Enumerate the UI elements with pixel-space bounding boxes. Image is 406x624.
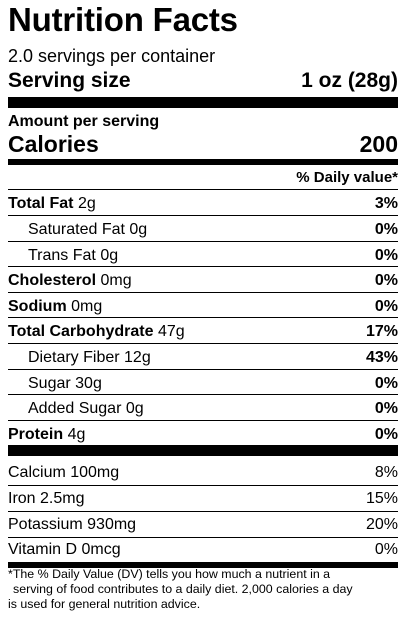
divider-line <box>8 292 398 293</box>
serving-size-value: 1 oz (28g) <box>301 69 398 92</box>
divider-line <box>8 511 398 512</box>
vitamin-name: Vitamin D 0mcg <box>8 541 121 558</box>
nutrient-row-trans-fat: Trans Fat 0g 0% <box>8 243 398 268</box>
nutrient-row-protein: Protein 4g 0% <box>8 422 398 447</box>
divider-line <box>8 485 398 486</box>
nutrient-pct: 17% <box>365 323 398 340</box>
servings-per-container: 2.0 servings per container <box>8 46 216 66</box>
nutrient-pct: 0% <box>374 400 398 417</box>
nutrient-name: Saturated Fat 0g <box>28 221 148 238</box>
footnote: *The % Daily Value (DV) tells you how mu… <box>8 567 398 612</box>
vitamin-name: Calcium 100mg <box>8 464 120 481</box>
thick-divider <box>8 445 398 456</box>
label-title: Nutrition Facts <box>8 1 238 38</box>
divider-line <box>8 241 398 242</box>
vitamin-row-vitamin-d: Vitamin D 0mcg 0% <box>8 537 398 562</box>
calories-row: Calories 200 <box>8 130 398 158</box>
vitamin-row-calcium: Calcium 100mg 8% <box>8 460 398 485</box>
nutrient-name: Dietary Fiber 12g <box>28 349 151 366</box>
serving-size-label: Serving size <box>8 69 131 92</box>
thick-divider <box>8 97 398 108</box>
calories-label: Calories <box>8 131 99 157</box>
divider-line <box>8 343 398 344</box>
daily-value-header: % Daily value* <box>296 169 398 186</box>
nutrient-name: Total Fat <box>8 195 74 212</box>
nutrient-name: Cholesterol <box>8 272 97 289</box>
nutrient-row-added-sugar: Added Sugar 0g 0% <box>8 396 398 421</box>
nutrient-row-sodium: Sodium 0mg 0% <box>8 294 398 319</box>
divider-line <box>8 420 398 421</box>
nutrient-name: Added Sugar 0g <box>28 400 144 417</box>
vitamin-pct: 8% <box>374 464 398 481</box>
nutrient-pct: 0% <box>374 298 398 315</box>
nutrient-pct: 0% <box>374 426 398 443</box>
serving-size-row: Serving size 1 oz (28g) <box>8 68 398 94</box>
nutrient-row-sugar: Sugar 30g 0% <box>8 371 398 396</box>
medium-divider <box>8 159 398 165</box>
amount-per-serving: Amount per serving <box>8 113 160 130</box>
footnote-line: serving of food contributes to a daily d… <box>13 582 353 596</box>
nutrient-amount: 0mg <box>100 272 132 289</box>
nutrient-amount: 47g <box>157 323 185 340</box>
calories-value: 200 <box>359 131 398 157</box>
nutrient-pct: 0% <box>374 272 398 289</box>
medium-divider <box>8 562 398 568</box>
nutrient-pct: 0% <box>374 375 398 392</box>
nutrient-row-cholesterol: Cholesterol 0mg 0% <box>8 268 398 293</box>
nutrient-name: Total Carbohydrate <box>8 323 154 340</box>
divider-line <box>8 369 398 370</box>
nutrition-facts-label: Nutrition Facts 2.0 servings per contain… <box>8 1 398 616</box>
vitamin-row-iron: Iron 2.5mg 15% <box>8 486 398 511</box>
divider-line <box>8 215 398 216</box>
footnote-line: *The % Daily Value (DV) tells you how mu… <box>8 567 331 581</box>
vitamin-pct: 20% <box>365 516 398 533</box>
vitamin-pct: 15% <box>365 490 398 507</box>
divider-line <box>8 537 398 538</box>
nutrient-amount: 4g <box>67 426 86 443</box>
nutrient-name: Trans Fat 0g <box>28 247 119 264</box>
footnote-line: is used for general nutrition advice. <box>8 597 201 611</box>
vitamin-row-potassium: Potassium 930mg 20% <box>8 512 398 537</box>
nutrient-amount: 0mg <box>71 298 103 315</box>
divider-line <box>8 189 398 190</box>
nutrient-row-total-fat: Total Fat 2g 3% <box>8 191 398 216</box>
nutrient-row-dietary-fiber: Dietary Fiber 12g 43% <box>8 345 398 370</box>
nutrient-row-saturated-fat: Saturated Fat 0g 0% <box>8 217 398 242</box>
nutrient-name: Sugar 30g <box>28 375 102 392</box>
vitamin-name: Potassium 930mg <box>8 516 137 533</box>
nutrient-row-total-carbohydrate: Total Carbohydrate 47g 17% <box>8 319 398 344</box>
nutrient-pct: 0% <box>374 247 398 264</box>
divider-line <box>8 394 398 395</box>
divider-line <box>8 317 398 318</box>
nutrient-name: Protein <box>8 426 64 443</box>
nutrient-pct: 0% <box>374 221 398 238</box>
nutrient-name: Sodium <box>8 298 67 315</box>
divider-line <box>8 266 398 267</box>
vitamin-pct: 0% <box>374 541 398 558</box>
nutrient-pct: 43% <box>365 349 398 366</box>
nutrient-pct: 3% <box>374 195 398 212</box>
vitamin-name: Iron 2.5mg <box>8 490 85 507</box>
nutrient-amount: 2g <box>77 195 96 212</box>
